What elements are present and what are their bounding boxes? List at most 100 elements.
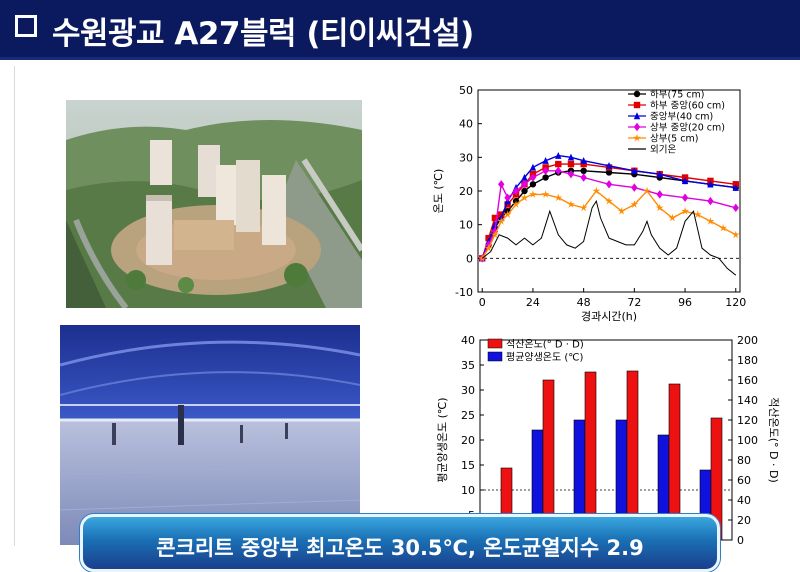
data-point xyxy=(656,190,663,199)
x-tick-label: 48 xyxy=(577,296,591,309)
y-right-tick-label: 120 xyxy=(737,414,758,427)
data-point xyxy=(681,177,689,185)
series-line xyxy=(481,170,736,259)
y-tick-label: 10 xyxy=(459,219,473,232)
data-point xyxy=(707,180,714,188)
data-point xyxy=(580,160,587,168)
data-point xyxy=(706,217,715,225)
data-point xyxy=(732,183,739,191)
y-left-tick-label: 10 xyxy=(461,484,475,497)
data-point xyxy=(579,203,588,212)
series-line xyxy=(481,199,737,276)
x-tick-label: 120 xyxy=(725,296,746,309)
data-point xyxy=(529,163,537,171)
data-point xyxy=(580,157,587,164)
legend-label: 상부(5 cm) xyxy=(650,134,698,145)
plot-frame xyxy=(479,339,733,541)
data-point xyxy=(512,200,520,208)
data-point xyxy=(542,174,549,181)
y-left-axis-label: 평균양생온도 (℃) xyxy=(436,397,449,482)
y-right-tick-label: 160 xyxy=(737,374,758,387)
checkbox-bullet-icon xyxy=(15,15,37,37)
data-point xyxy=(605,169,613,176)
y-right-tick-label: 80 xyxy=(737,454,751,467)
legend-label: 중앙부(40 cm) xyxy=(650,111,713,123)
x-tick-label: 72 xyxy=(627,296,641,309)
left-divider xyxy=(14,66,15,546)
data-point xyxy=(520,193,529,202)
data-point xyxy=(719,223,728,232)
data-point xyxy=(567,160,575,168)
data-point xyxy=(521,180,528,189)
data-point xyxy=(732,203,739,213)
series-2 xyxy=(479,160,739,262)
legend-swatch xyxy=(487,351,503,362)
series-5 xyxy=(478,186,740,262)
data-point xyxy=(631,183,638,192)
data-point xyxy=(631,167,638,174)
y-tick-label: 50 xyxy=(459,84,473,97)
data-point xyxy=(567,153,575,161)
data-point xyxy=(567,200,575,208)
y-tick-label: 20 xyxy=(459,185,473,198)
data-point xyxy=(630,200,639,208)
data-point xyxy=(521,173,528,181)
series-4 xyxy=(479,166,739,263)
y-tick-label: 30 xyxy=(459,151,473,164)
data-point xyxy=(605,162,613,169)
data-point xyxy=(528,190,537,198)
data-point xyxy=(554,193,563,202)
data-point xyxy=(617,207,626,215)
legend-label: 외기온 xyxy=(650,144,676,156)
x-tick-label: 0 xyxy=(479,296,486,309)
legend-swatch xyxy=(487,338,503,349)
x-axis-label: 경과시간(h) xyxy=(581,310,637,323)
y-right-tick-label: 140 xyxy=(737,394,758,407)
data-point xyxy=(605,180,613,189)
title-bar: 수원광교 A27블럭 (티이씨건설) xyxy=(0,0,800,57)
legend-marker xyxy=(633,90,641,98)
legend-marker xyxy=(633,101,641,109)
data-point xyxy=(592,186,601,195)
summary-banner-text: 콘크리트 중앙부 최고온도 30.5℃, 온도균열지수 2.9 xyxy=(156,536,644,560)
data-point xyxy=(643,186,651,195)
data-point xyxy=(521,187,528,195)
data-point xyxy=(491,214,499,222)
y-right-tick-label: 100 xyxy=(737,434,758,447)
curing-site-photo xyxy=(60,325,360,545)
y-right-tick-label: 60 xyxy=(737,474,751,487)
x-tick-label: 24 xyxy=(526,296,540,309)
y-left-tick-label: 20 xyxy=(461,434,475,447)
data-point xyxy=(541,190,550,198)
title-underline xyxy=(0,57,800,60)
apartment-aerial-photo xyxy=(66,100,362,308)
y-left-tick-label: 30 xyxy=(461,384,475,397)
data-point xyxy=(504,193,511,202)
data-point xyxy=(555,160,562,168)
page-title: 수원광교 A27블럭 (티이씨건설) xyxy=(52,16,474,52)
legend-label: 하부 중앙(60 cm) xyxy=(650,100,725,112)
data-point xyxy=(668,213,677,222)
data-point xyxy=(503,210,512,218)
data-point xyxy=(542,157,549,164)
data-point xyxy=(542,166,549,175)
data-point xyxy=(580,167,587,174)
y-right-tick-label: 0 xyxy=(737,534,744,547)
summary-banner: 콘크리트 중앙부 최고온도 30.5℃, 온도균열지수 2.9 xyxy=(80,514,720,572)
legend-label: 적산온도(° D · D) xyxy=(506,339,584,351)
x-tick-label: 96 xyxy=(678,296,692,309)
data-point xyxy=(681,193,689,202)
legend-label: 상부 중앙(20 cm) xyxy=(650,122,725,134)
data-point xyxy=(497,217,506,225)
y-right-axis-label: 적산온도(° D · D) xyxy=(767,397,780,483)
y-tick-label: 0 xyxy=(466,252,473,265)
data-point xyxy=(504,201,511,208)
temperature-history-chart: -10 0 10 20 30 40 50 0 24 48 72 96 120 경과시간(h) 온도 (℃) 하… xyxy=(428,80,758,330)
legend-marker xyxy=(633,133,641,142)
data-point xyxy=(693,210,702,218)
y-right-tick-label: 200 xyxy=(737,334,758,347)
y-left-tick-label: 40 xyxy=(461,334,475,347)
data-point xyxy=(490,230,499,239)
y-axis-label: 온도 (℃) xyxy=(432,169,445,214)
data-point xyxy=(580,173,587,182)
